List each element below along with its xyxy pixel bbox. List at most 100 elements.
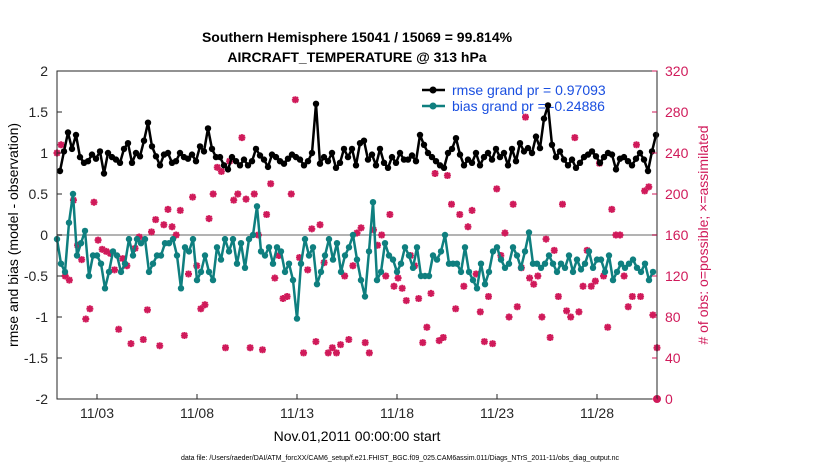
obs-marker	[521, 113, 529, 121]
rmse-point	[216, 153, 224, 161]
bias-point	[405, 252, 413, 259]
obs-marker	[221, 344, 229, 352]
bias-point	[249, 231, 257, 239]
legend-rmse-marker	[429, 86, 437, 94]
obs-marker	[398, 284, 406, 292]
y-tick-label-left: -0.5	[24, 268, 48, 284]
bias-point	[241, 264, 249, 271]
legend: rmse grand pr = 0.97093 bias grand pr = …	[422, 82, 606, 114]
rmse-point	[192, 158, 200, 165]
rmse-point	[468, 159, 476, 166]
rmse-point	[104, 149, 112, 157]
obs-marker	[65, 276, 73, 284]
bias-point	[609, 276, 617, 284]
bias-point	[149, 260, 157, 267]
rmse-point	[64, 129, 72, 136]
bias-point	[401, 244, 409, 251]
rmse-point	[456, 151, 464, 158]
bias-point	[69, 190, 77, 198]
bias-point	[581, 260, 589, 267]
rmse-point	[280, 160, 288, 167]
rmse-point	[452, 135, 460, 142]
obs-marker	[156, 342, 164, 350]
obs-marker	[538, 313, 546, 321]
obs-marker	[246, 344, 254, 352]
rmse-point	[88, 151, 96, 158]
y-tick-label-right: 120	[665, 268, 689, 284]
legend-bias-label: bias grand pr = -0.24886	[452, 98, 605, 114]
obs-marker	[279, 295, 287, 303]
x-tick-label: 11/08	[180, 405, 214, 421]
obs-marker	[316, 221, 324, 229]
obs-marker	[624, 303, 632, 311]
footnote: data file: /Users/raeder/DAI/ATM_forcXX/…	[181, 455, 620, 462]
obs-marker	[332, 349, 340, 357]
bias-point	[133, 235, 141, 243]
obs-marker	[632, 141, 640, 149]
obs-marker	[119, 255, 127, 263]
obs-marker	[513, 303, 521, 311]
rmse-point	[60, 148, 68, 155]
obs-marker	[558, 200, 566, 208]
obs-marker	[213, 163, 221, 171]
bias-point	[453, 260, 461, 267]
obs-marker	[230, 196, 238, 204]
rmse-point	[636, 149, 644, 157]
obs-marker	[86, 305, 94, 313]
bias-point	[489, 248, 497, 255]
rmse-point	[500, 149, 508, 157]
obs-marker	[90, 198, 98, 206]
obs-marker	[238, 134, 246, 142]
rmse-point	[184, 155, 192, 162]
bias-point	[349, 231, 357, 239]
rmse-point	[552, 153, 560, 161]
bias-point	[157, 252, 165, 259]
obs-marker	[78, 256, 86, 264]
rmse-point	[540, 115, 548, 122]
rmse-point	[296, 156, 304, 163]
bias-point	[181, 244, 189, 251]
bias-point	[641, 260, 649, 267]
bias-point	[177, 285, 185, 292]
obs-marker	[579, 282, 587, 290]
obs-marker	[283, 293, 291, 300]
bias-point	[297, 260, 305, 267]
obs-marker	[152, 216, 160, 224]
rmse-point	[300, 162, 308, 169]
bias-point	[321, 252, 329, 259]
rmse-point	[608, 151, 616, 158]
obs-marker	[267, 180, 275, 188]
rmse-point	[316, 160, 324, 167]
bias-point	[305, 252, 313, 259]
obs-marker	[542, 235, 550, 243]
bias-point	[65, 219, 73, 226]
rmse-point	[176, 149, 184, 157]
bias-point	[121, 260, 129, 267]
rmse-point	[508, 145, 516, 153]
rmse-point	[252, 145, 260, 153]
rmse-point	[648, 148, 656, 155]
bias-point	[141, 235, 149, 243]
obs-marker	[201, 301, 209, 309]
bias-point	[209, 276, 217, 284]
bias-point	[265, 244, 273, 251]
obs-marker	[530, 280, 538, 288]
obs-marker	[439, 334, 447, 341]
rmse-point	[440, 164, 448, 171]
rmse-point	[128, 159, 136, 166]
rmse-point	[364, 156, 372, 163]
y-tick-label-right: 0	[665, 391, 673, 407]
rmse-point	[548, 141, 556, 148]
bias-point	[277, 248, 285, 255]
bias-point	[549, 260, 557, 267]
obs-marker	[554, 293, 562, 300]
obs-marker	[402, 297, 410, 305]
rmse-point	[84, 158, 92, 165]
obs-marker	[205, 215, 213, 223]
obs-marker	[645, 183, 653, 191]
rmse-point	[144, 119, 152, 126]
obs-marker	[493, 185, 501, 193]
obs-marker	[275, 252, 283, 259]
obs-marker	[189, 193, 197, 201]
